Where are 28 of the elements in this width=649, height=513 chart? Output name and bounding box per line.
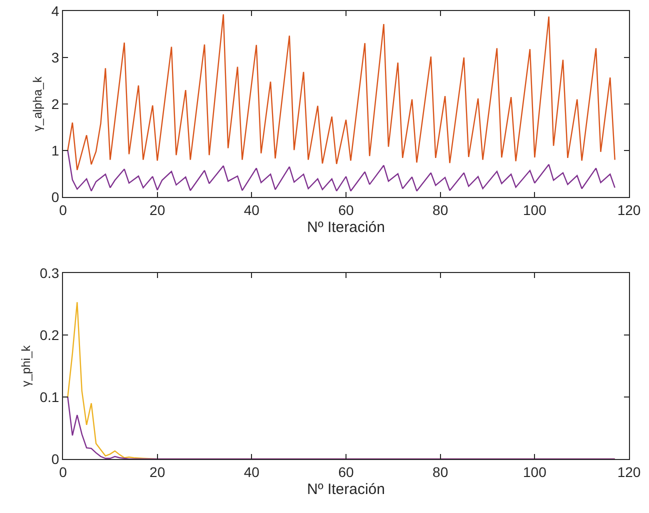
y-axis-title: γ_alpha_k [30,76,45,132]
x-tick-label: 80 [432,464,448,480]
x-tick-label: 60 [338,202,354,218]
x-tick-label: 120 [617,464,641,480]
x-axis-title: Nº Iteración [306,480,386,498]
x-tick-label: 120 [617,202,641,218]
x-tick-label: 100 [522,202,547,218]
y-tick-label: 0 [51,188,60,205]
x-tick-label: 40 [244,464,260,480]
x-tick-label: 80 [432,202,448,218]
line-series [67,150,616,192]
y-tick-label: 0 [51,450,60,467]
y-tick-label: 0.3 [40,264,60,281]
y-tick-label: 0.2 [40,326,60,343]
x-axis-title: Nº Iteración [306,218,386,236]
line-series [67,396,616,459]
x-tick-label: 20 [150,464,166,480]
x-tick-label: 60 [338,464,354,480]
x-tick-label: 100 [522,464,547,480]
y-tick-label: 3 [51,49,60,66]
y-tick-label: 2 [51,96,60,112]
x-tick-label: 20 [150,202,166,218]
x-tick-label: 40 [244,202,260,218]
y-axis-title: γ_phi_k [19,344,34,387]
y-tick-label: 0.1 [40,388,60,405]
y-tick-label: 1 [51,142,60,158]
line-series [67,14,616,171]
y-tick-label: 4 [51,2,60,19]
